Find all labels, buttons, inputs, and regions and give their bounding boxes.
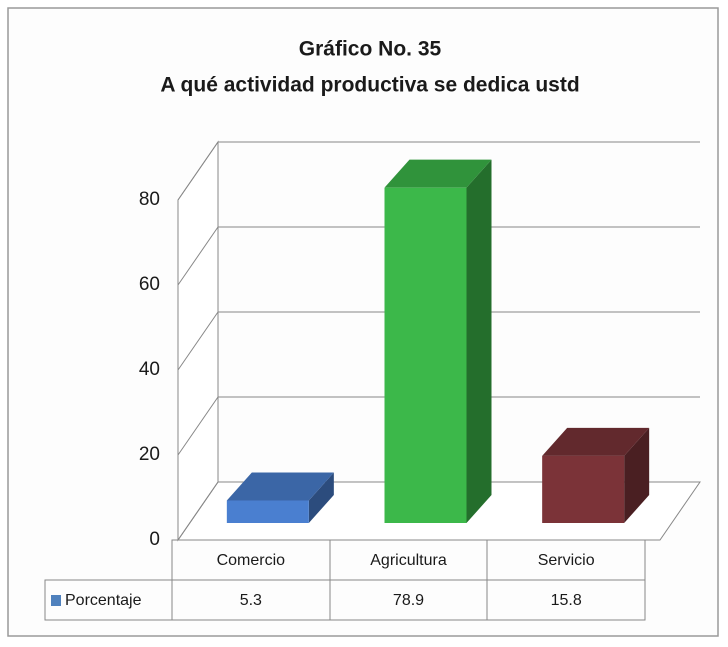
bar-top	[542, 427, 650, 456]
bar-side	[624, 427, 650, 523]
bar-side	[308, 472, 334, 523]
chart-subtitle: A qué actividad productiva se dedica ust…	[160, 74, 579, 97]
y-tick-label: 0	[149, 529, 160, 550]
grid-line	[177, 141, 700, 201]
x-tick-label: Servicio	[538, 552, 595, 569]
chart-frame	[7, 7, 719, 637]
bar-front	[384, 187, 467, 524]
grid-line	[177, 396, 700, 456]
bar	[542, 427, 650, 523]
y-tick-label: 80	[139, 189, 160, 210]
y-tick-label: 40	[139, 359, 160, 380]
grid-line	[177, 481, 700, 541]
data-table: Porcentaje	[44, 539, 646, 621]
bar-top	[384, 159, 492, 188]
x-tick-label: Comercio	[217, 552, 286, 569]
bar	[226, 472, 334, 523]
table-value-row	[44, 579, 646, 621]
table-value: 78.9	[393, 592, 424, 609]
grid-line	[177, 311, 700, 371]
chart-title: Gráfico No. 35	[299, 38, 442, 61]
bar	[384, 159, 492, 524]
grid-line	[177, 226, 700, 286]
table-value: 15.8	[551, 592, 582, 609]
bar-top	[226, 472, 334, 501]
legend-swatch	[51, 595, 61, 606]
bar-front	[542, 455, 625, 523]
y-tick-label: 20	[139, 444, 160, 465]
y-tick-label: 60	[139, 274, 160, 295]
x-tick-label: Agricultura	[370, 552, 447, 569]
legend-label: Porcentaje	[65, 592, 142, 609]
bar-front	[226, 500, 309, 523]
bar-side	[466, 159, 492, 524]
table-value: 5.3	[240, 592, 262, 609]
